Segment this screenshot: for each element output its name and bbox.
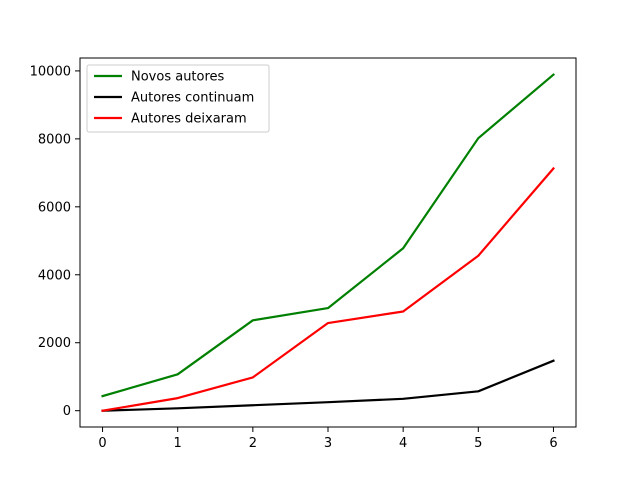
- y-tick-label: 8000: [38, 132, 71, 147]
- legend-box: [86, 64, 270, 133]
- series-line-2: [101, 166, 556, 412]
- x-tick-label: 4: [399, 436, 407, 451]
- y-axis-ticks: 0 2000 4000 6000 8000 10000: [30, 64, 80, 419]
- series-lines: [101, 73, 556, 412]
- legend-label: Autores deixaram: [131, 112, 247, 127]
- x-axis-ticks: 0 1 2 3 4 5 6: [98, 427, 558, 451]
- series-line-0: [101, 73, 556, 398]
- x-tick-label: 6: [549, 436, 557, 451]
- legend-label: Autores continuam: [131, 91, 254, 106]
- x-tick-label: 3: [324, 436, 332, 451]
- y-tick-label: 0: [63, 404, 71, 419]
- x-tick-label: 0: [98, 436, 106, 451]
- x-tick-label: 2: [249, 436, 257, 451]
- y-tick-label: 10000: [30, 64, 71, 79]
- series-line-1: [101, 359, 555, 412]
- x-tick-label: 1: [174, 436, 182, 451]
- y-tick-label: 4000: [38, 268, 71, 283]
- y-tick-label: 2000: [38, 336, 71, 351]
- legend: Novos autores Autores continuam Autores de…: [86, 64, 270, 133]
- legend-label: Novos autores: [131, 70, 225, 85]
- y-tick-label: 6000: [38, 200, 71, 215]
- x-tick-label: 5: [474, 436, 482, 451]
